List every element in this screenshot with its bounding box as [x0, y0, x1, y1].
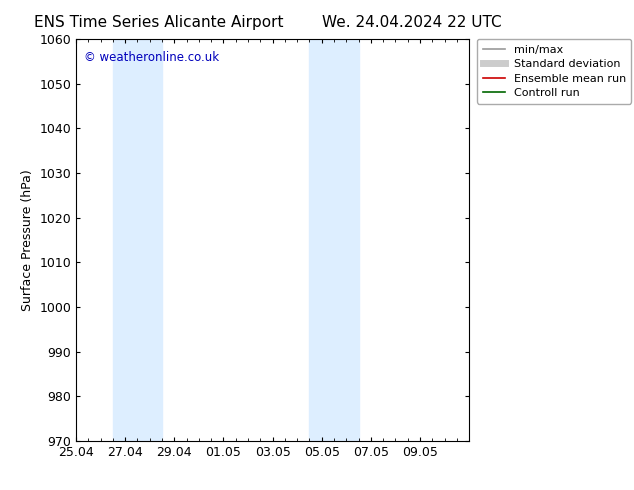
Bar — [309, 39, 359, 441]
Text: We. 24.04.2024 22 UTC: We. 24.04.2024 22 UTC — [322, 15, 502, 30]
Y-axis label: Surface Pressure (hPa): Surface Pressure (hPa) — [21, 169, 34, 311]
Bar — [113, 39, 162, 441]
Text: ENS Time Series Alicante Airport: ENS Time Series Alicante Airport — [34, 15, 283, 30]
Legend: min/max, Standard deviation, Ensemble mean run, Controll run: min/max, Standard deviation, Ensemble me… — [477, 39, 631, 104]
Text: © weatheronline.co.uk: © weatheronline.co.uk — [84, 51, 219, 64]
